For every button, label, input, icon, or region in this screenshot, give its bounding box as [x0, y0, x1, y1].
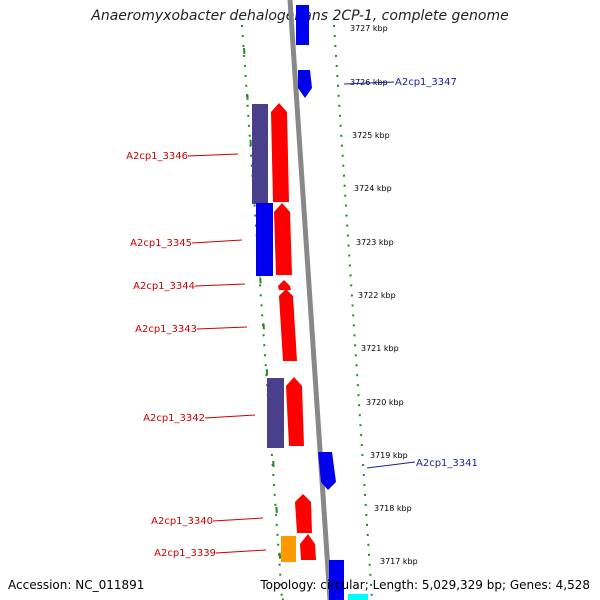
gene-arrow-red [286, 377, 304, 446]
length-label: Length: [372, 578, 419, 592]
genes-value: 4,528 [555, 578, 590, 592]
leader-line [194, 283, 246, 287]
tick-labels: 3727 kbp 3726 kbp 3725 kbp 3724 kbp 3723… [350, 24, 418, 566]
gene-arrow-red [274, 203, 292, 275]
leader-line [196, 326, 248, 330]
gene-block-orange [281, 536, 296, 562]
gc-track-right [333, 24, 373, 600]
accession-label: Accession: [8, 578, 72, 592]
tick-label: 3727 kbp [350, 24, 388, 33]
gene-arrow-red [295, 494, 312, 533]
tick-label: 3722 kbp [358, 291, 396, 300]
gene-block-blue [256, 203, 273, 276]
leader-line [215, 549, 267, 554]
tick-label: 3724 kbp [354, 184, 392, 193]
accession-value: NC_011891 [75, 578, 145, 592]
gc-track-left [241, 24, 283, 600]
tick-label: 3725 kbp [352, 131, 390, 140]
gene-block-cyan [348, 594, 368, 600]
gene-block-blue [329, 560, 344, 600]
tick-label: 3723 kbp [356, 238, 394, 247]
gene-block [296, 5, 309, 45]
leader-line [191, 239, 243, 244]
gene-label[interactable]: A2cp1_3346 [126, 151, 188, 162]
leader-line [366, 461, 416, 469]
gene-block-purple [252, 104, 268, 204]
length-value: 5,029,329 bp [421, 578, 502, 592]
gene-label[interactable]: A2cp1_3342 [143, 413, 205, 424]
gc-track-left-ticks [243, 47, 284, 600]
gene-features [252, 5, 368, 600]
gene-labels-right: A2cp1_3347 A2cp1_3341 [343, 77, 478, 469]
gene-arrow-red [279, 289, 297, 361]
gene-arrow-red [271, 103, 289, 202]
tick-label: 3721 kbp [361, 344, 399, 353]
gene-arrow-red [278, 280, 291, 290]
tick-label: 3720 kbp [366, 398, 404, 407]
genes-label: Genes: [509, 578, 552, 592]
topology-value: circular [320, 578, 365, 592]
tick-label: 3717 kbp [380, 557, 418, 566]
gene-arrow-red [300, 534, 316, 560]
gene-label[interactable]: A2cp1_3345 [130, 238, 192, 249]
tick-label: 3719 kbp [370, 451, 408, 460]
tick-label: 3726 kbp [350, 78, 388, 87]
gene-label[interactable]: A2cp1_3343 [135, 324, 197, 335]
gene-block-purple [267, 378, 284, 448]
gene-label[interactable]: A2cp1_3339 [154, 548, 216, 559]
topology-label: Topology: [260, 578, 317, 592]
leader-line [187, 153, 239, 157]
leader-line [343, 81, 395, 85]
gene-label[interactable]: A2cp1_3347 [395, 77, 457, 88]
genome-summary: Topology: circular; Length: 5,029,329 bp… [260, 578, 590, 592]
gene-label[interactable]: A2cp1_3341 [416, 458, 478, 469]
gene-label[interactable]: A2cp1_3340 [151, 516, 213, 527]
gene-labels-left: A2cp1_3346 A2cp1_3345 A2cp1_3344 A2cp1_3… [126, 151, 267, 559]
genome-backbone [287, 0, 333, 600]
accession-info: Accession: NC_011891 [8, 578, 144, 592]
leader-line [212, 517, 264, 522]
gene-arrow-blue [318, 452, 336, 490]
gene-arrow [298, 70, 312, 98]
gene-label[interactable]: A2cp1_3344 [133, 281, 195, 292]
leader-line [204, 414, 256, 419]
tick-label: 3718 kbp [374, 504, 412, 513]
